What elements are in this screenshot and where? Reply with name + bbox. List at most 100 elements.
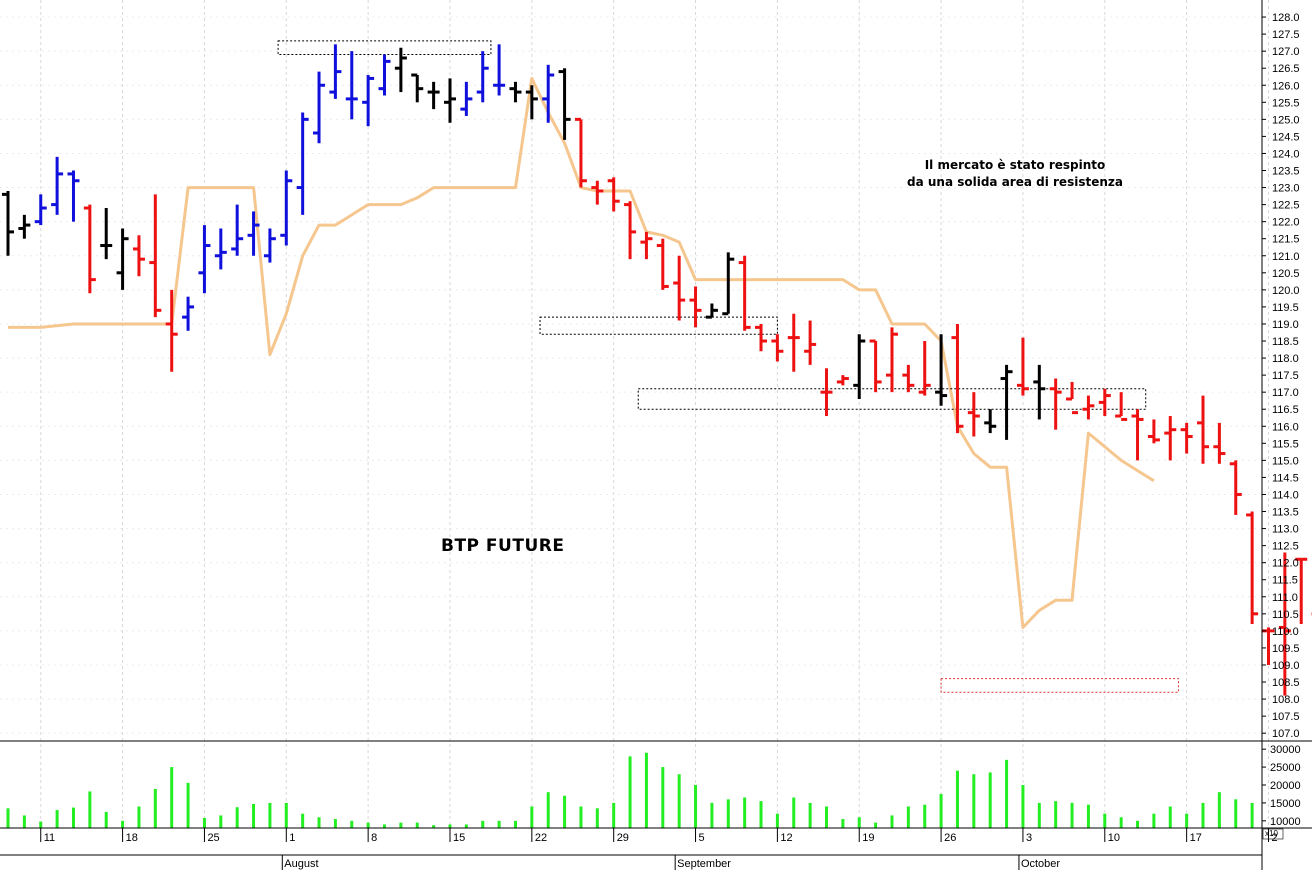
ohlc-bar — [984, 409, 997, 434]
ohlc-bar — [574, 117, 587, 188]
ohlc-bar — [1066, 381, 1079, 415]
ohlc-bar — [771, 334, 784, 362]
y-tick-label: 111.0 — [1272, 592, 1298, 604]
x-tick-label: 10 — [1108, 832, 1120, 844]
ohlc-bar — [263, 228, 276, 263]
y-tick-label: 109.5 — [1272, 643, 1300, 655]
ohlc-bar — [1131, 409, 1144, 461]
ohlc-bar — [1147, 419, 1160, 444]
ohlc-bar — [689, 286, 702, 328]
x-tick-label: 25 — [207, 832, 219, 844]
y-tick-label: 126.5 — [1272, 63, 1300, 75]
volume-tick-label: 20000 — [1270, 780, 1301, 792]
y-tick-label: 122.0 — [1272, 217, 1300, 229]
y-tick-label: 120.0 — [1272, 285, 1300, 297]
ohlc-bar — [149, 194, 162, 318]
month-label: September — [677, 858, 731, 870]
ohlc-bar — [705, 303, 718, 319]
volume-tick-label: 15000 — [1270, 798, 1301, 810]
ohlc-bar — [362, 75, 375, 127]
x-tick-label: 19 — [862, 832, 874, 844]
ohlc-bar — [722, 252, 735, 316]
y-tick-label: 121.0 — [1272, 251, 1300, 263]
ohlc-bar — [836, 375, 849, 386]
resistance-boxes — [277, 40, 1179, 693]
y-tick-label: 113.5 — [1272, 507, 1299, 519]
ohlc-bar — [18, 214, 31, 239]
ohlc-bar — [1082, 395, 1095, 420]
ohlc-bar — [1180, 422, 1193, 454]
y-tick-label: 113.0 — [1272, 524, 1299, 536]
x-tick-label: 22 — [535, 832, 547, 844]
ohlc-bar — [673, 255, 686, 321]
annotation-line-2: da una solida area di resistenza — [907, 175, 1123, 189]
y-tick-label: 124.5 — [1272, 131, 1300, 143]
ohlc-bar — [329, 44, 342, 99]
y-tick-label: 117.0 — [1272, 387, 1299, 399]
ohlc-bar — [345, 51, 358, 120]
month-label: October — [1021, 858, 1060, 870]
ohlc-bar — [509, 81, 522, 103]
ohlc-bar — [67, 170, 80, 222]
ohlc-bar — [885, 327, 898, 393]
x-tick-label: 11 — [44, 832, 55, 844]
ohlc-bar — [1278, 552, 1291, 696]
y-tick-label: 126.0 — [1272, 80, 1300, 92]
volume-scale-note: x10 — [1265, 829, 1278, 838]
ohlc-bar — [182, 296, 195, 331]
ohlc-bar — [869, 339, 882, 393]
volume-scale-box — [1262, 828, 1284, 840]
ohlc-bar — [476, 51, 489, 103]
x-tick-label: 29 — [617, 832, 629, 844]
resistance-box — [539, 316, 778, 335]
y-tick-label: 112.0 — [1272, 558, 1299, 570]
x-tick-label: 5 — [699, 832, 705, 844]
x-tick-label: 15 — [453, 832, 465, 844]
ohlc-bar — [460, 81, 473, 116]
ohlc-bar — [1000, 364, 1013, 440]
y-tick-label: 107.5 — [1272, 711, 1300, 723]
ohlc-bar — [656, 238, 669, 290]
y-tick-label: 115.0 — [1272, 455, 1299, 467]
ohlc-bar — [558, 68, 571, 140]
ohlc-bar — [525, 85, 538, 120]
y-tick-label: 124.0 — [1272, 148, 1300, 160]
ohlc-bar — [1295, 557, 1308, 625]
y-tick-label: 112.5 — [1272, 541, 1299, 553]
y-tick-label: 110.5 — [1272, 609, 1299, 621]
ohlc-bars — [2, 44, 1312, 696]
ohlc-bar — [132, 235, 145, 277]
y-tick-label: 121.5 — [1272, 234, 1300, 246]
y-tick-label: 127.0 — [1272, 46, 1300, 58]
trail-line-path — [8, 76, 1155, 629]
ohlc-bar — [1016, 337, 1029, 396]
ohlc-bar — [51, 156, 64, 215]
y-tick-label: 117.5 — [1272, 370, 1299, 382]
ohlc-bar — [804, 320, 817, 365]
y-tick-label: 114.5 — [1272, 472, 1299, 484]
x-tick-label: 3 — [1026, 832, 1032, 844]
y-tick-label: 109.0 — [1272, 660, 1300, 672]
ohlc-bar — [280, 170, 293, 246]
volume-tick-label: 10000 — [1270, 816, 1301, 828]
trailing-stop-line — [8, 76, 1155, 629]
y-tick-label: 120.5 — [1272, 268, 1300, 280]
ohlc-bar — [542, 64, 555, 123]
ohlc-bar — [951, 323, 964, 434]
y-tick-label: 118.0 — [1272, 353, 1299, 365]
ohlc-bar — [624, 201, 637, 260]
ohlc-bar — [231, 204, 244, 256]
ohlc-bar — [100, 208, 113, 260]
ohlc-bar — [198, 225, 211, 294]
ohlc-bar — [967, 392, 980, 437]
y-tick-label: 116.0 — [1272, 421, 1299, 433]
y-tick-label: 108.5 — [1272, 677, 1300, 689]
chart-title: BTP FUTURE — [441, 536, 564, 556]
ohlc-bar — [853, 334, 866, 399]
ohlc-bar — [313, 71, 326, 144]
x-tick-label: 26 — [944, 832, 956, 844]
y-tick-label: 119.0 — [1272, 319, 1299, 331]
